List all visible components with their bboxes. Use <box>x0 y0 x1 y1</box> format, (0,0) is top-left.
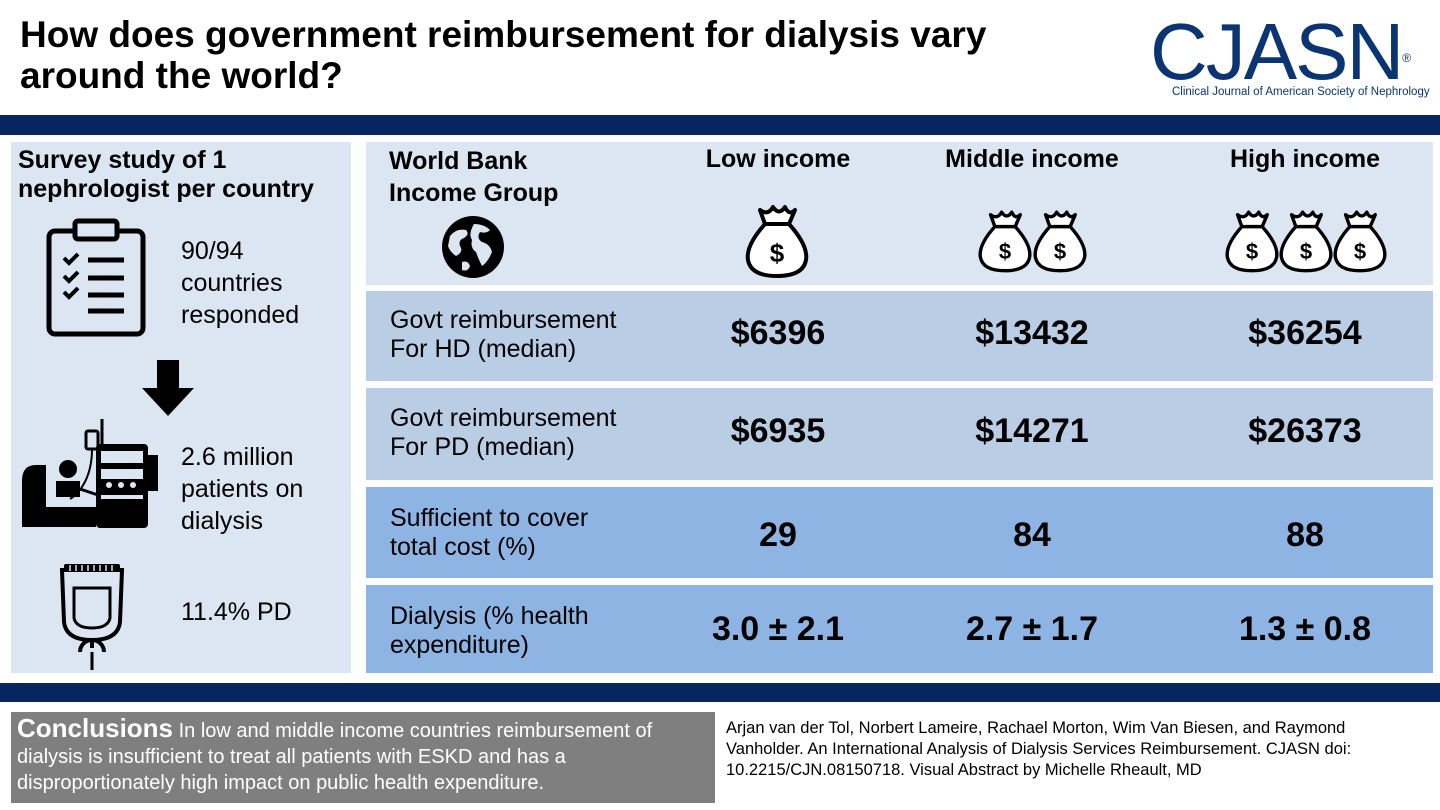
conclusions-text: Conclusions In low and middle income cou… <box>17 715 711 796</box>
top-divider-band <box>0 115 1440 135</box>
column-header-high-income: High income <box>1229 145 1380 173</box>
row-label-hd: Govt reimbursement For HD (median) <box>390 306 617 363</box>
conclusions-body: In low and middle income countries reimb… <box>17 720 653 794</box>
row-label-pd: Govt reimbursement For PD (median) <box>390 404 617 461</box>
pd-bag-icon <box>59 564 125 670</box>
patients-on-dialysis-stat: 2.6 million patients on dialysis <box>181 443 304 535</box>
money-bag-icon: $ <box>978 210 1032 273</box>
money-bag-icon: $ <box>745 205 809 278</box>
value-pd-high: $26373 <box>1248 412 1362 450</box>
svg-text:$: $ <box>1354 239 1366 264</box>
value-pd-middle: $14271 <box>975 412 1089 450</box>
value-sufficient-low: 29 <box>759 516 797 554</box>
money-bag-icon: $ <box>1333 210 1387 273</box>
logo-subtitle: Clinical Journal of American Society of … <box>1172 86 1430 98</box>
logo-name: CJASN <box>1150 7 1404 96</box>
conclusions-heading: Conclusions <box>17 713 174 743</box>
pd-percentage-stat: 11.4% PD <box>181 598 292 626</box>
column-header-middle-income: Middle income <box>945 145 1119 173</box>
column-header-low-income: Low income <box>705 145 851 173</box>
bottom-divider-band <box>0 683 1440 702</box>
cjasn-logo: CJASN® Clinical Journal of American Soci… <box>1150 12 1440 108</box>
svg-text:$: $ <box>1246 239 1258 264</box>
value-hd-middle: $13432 <box>975 314 1089 352</box>
table-row-pd <box>366 388 1433 480</box>
value-pd-low: $6935 <box>730 412 826 450</box>
value-sufficient-middle: 84 <box>1013 516 1051 554</box>
table-row-expenditure <box>366 585 1433 673</box>
row-label-expenditure: Dialysis (% health expenditure) <box>390 602 589 659</box>
table-row-sufficient <box>366 487 1433 578</box>
value-hd-low: $6396 <box>730 314 826 352</box>
money-bag-icon: $ <box>1033 210 1087 273</box>
clipboard-checklist-icon <box>46 218 146 337</box>
row-label-sufficient: Sufficient to cover total cost (%) <box>390 504 589 561</box>
svg-text:$: $ <box>1300 239 1312 264</box>
money-bag-icon: $ <box>1225 210 1279 273</box>
dialysis-patient-icon <box>22 419 158 528</box>
page-title: How does government reimbursement for di… <box>20 14 987 96</box>
svg-text:$: $ <box>1054 239 1066 264</box>
value-expenditure-low: 3.0 ± 2.1 <box>711 610 845 648</box>
table-row-hd <box>366 291 1433 381</box>
logo-trademark: ® <box>1402 51 1412 65</box>
svg-text:$: $ <box>999 239 1011 264</box>
income-group-label: World Bank Income Group <box>389 147 559 207</box>
value-hd-high: $36254 <box>1248 314 1362 352</box>
value-sufficient-high: 88 <box>1286 516 1324 554</box>
survey-heading: Survey study of 1 nephrologist per count… <box>18 146 314 203</box>
money-bag-icon: $ <box>1279 210 1333 273</box>
countries-responded-stat: 90/94 countries responded <box>181 237 300 329</box>
conclusions-box <box>11 712 715 803</box>
down-arrow-icon <box>142 360 194 416</box>
value-expenditure-high: 1.3 ± 0.8 <box>1238 610 1372 648</box>
svg-text:$: $ <box>770 238 785 268</box>
citation-text: Arjan van der Tol, Norbert Lameire, Rach… <box>726 719 1352 779</box>
value-expenditure-middle: 2.7 ± 1.7 <box>965 610 1099 648</box>
globe-icon <box>442 216 504 278</box>
